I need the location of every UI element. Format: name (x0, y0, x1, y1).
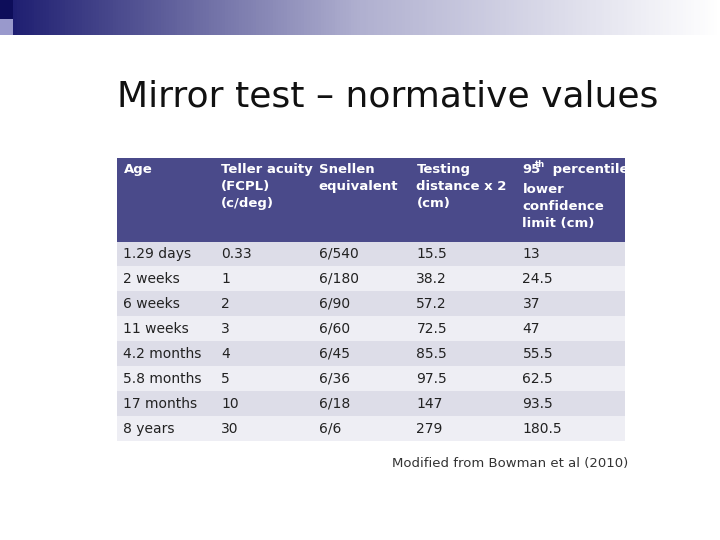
Text: 180.5: 180.5 (523, 422, 562, 436)
Text: 6 weeks: 6 weeks (124, 297, 180, 311)
Text: Modified from Bowman et al (2010): Modified from Bowman et al (2010) (392, 457, 629, 470)
Text: 0.33: 0.33 (221, 247, 252, 261)
Text: Age: Age (124, 163, 152, 177)
Text: Mirror test – normative values: Mirror test – normative values (117, 79, 658, 113)
Text: 6/6: 6/6 (319, 422, 341, 436)
Text: 2 weeks: 2 weeks (124, 272, 180, 286)
Text: 97.5: 97.5 (416, 372, 447, 386)
Text: 10: 10 (221, 397, 239, 411)
Text: 1.29 days: 1.29 days (124, 247, 192, 261)
Text: 5.8 months: 5.8 months (124, 372, 202, 386)
Text: 24.5: 24.5 (523, 272, 553, 286)
Bar (117, 416, 624, 441)
Bar (0, 0, 13, 19)
Bar (117, 341, 624, 366)
Text: 93.5: 93.5 (523, 397, 553, 411)
Text: 37: 37 (523, 297, 540, 311)
Bar (117, 391, 624, 416)
Text: 6/180: 6/180 (319, 272, 359, 286)
Text: 17 months: 17 months (124, 397, 197, 411)
Text: 4: 4 (221, 347, 230, 361)
Bar (117, 241, 624, 266)
Text: 57.2: 57.2 (416, 297, 447, 311)
Text: 11 weeks: 11 weeks (124, 322, 189, 336)
Bar (117, 266, 624, 292)
Text: 85.5: 85.5 (416, 347, 447, 361)
Text: 6/36: 6/36 (319, 372, 350, 386)
Text: percentile: percentile (547, 163, 628, 177)
Text: 6/45: 6/45 (319, 347, 350, 361)
Text: Teller acuity
(FCPL)
(c/deg): Teller acuity (FCPL) (c/deg) (221, 163, 313, 211)
Text: 55.5: 55.5 (523, 347, 553, 361)
Text: 30: 30 (221, 422, 238, 436)
Text: 4.2 months: 4.2 months (124, 347, 202, 361)
Text: 13: 13 (523, 247, 540, 261)
Text: 72.5: 72.5 (416, 322, 447, 336)
Text: 6/540: 6/540 (319, 247, 359, 261)
Text: 6/60: 6/60 (319, 322, 350, 336)
Text: th: th (535, 160, 545, 169)
Text: Testing
distance x 2
(cm): Testing distance x 2 (cm) (416, 163, 507, 211)
Text: 5: 5 (221, 372, 230, 386)
Text: 1: 1 (221, 272, 230, 286)
Text: 6/18: 6/18 (319, 397, 350, 411)
Text: 279: 279 (416, 422, 443, 436)
Text: 38.2: 38.2 (416, 272, 447, 286)
Text: lower
confidence
limit (cm): lower confidence limit (cm) (523, 183, 604, 230)
Bar (117, 366, 624, 391)
Text: Snellen
equivalent: Snellen equivalent (319, 163, 398, 193)
Text: 147: 147 (416, 397, 443, 411)
Text: 95: 95 (523, 163, 541, 177)
Text: 15.5: 15.5 (416, 247, 447, 261)
Bar (117, 316, 624, 341)
Text: 3: 3 (221, 322, 230, 336)
Bar (117, 292, 624, 316)
Text: 62.5: 62.5 (523, 372, 553, 386)
Text: 2: 2 (221, 297, 230, 311)
Bar (117, 158, 624, 241)
Text: 47: 47 (523, 322, 540, 336)
Bar (0, 19, 13, 35)
Text: 8 years: 8 years (124, 422, 175, 436)
Text: 6/90: 6/90 (319, 297, 350, 311)
